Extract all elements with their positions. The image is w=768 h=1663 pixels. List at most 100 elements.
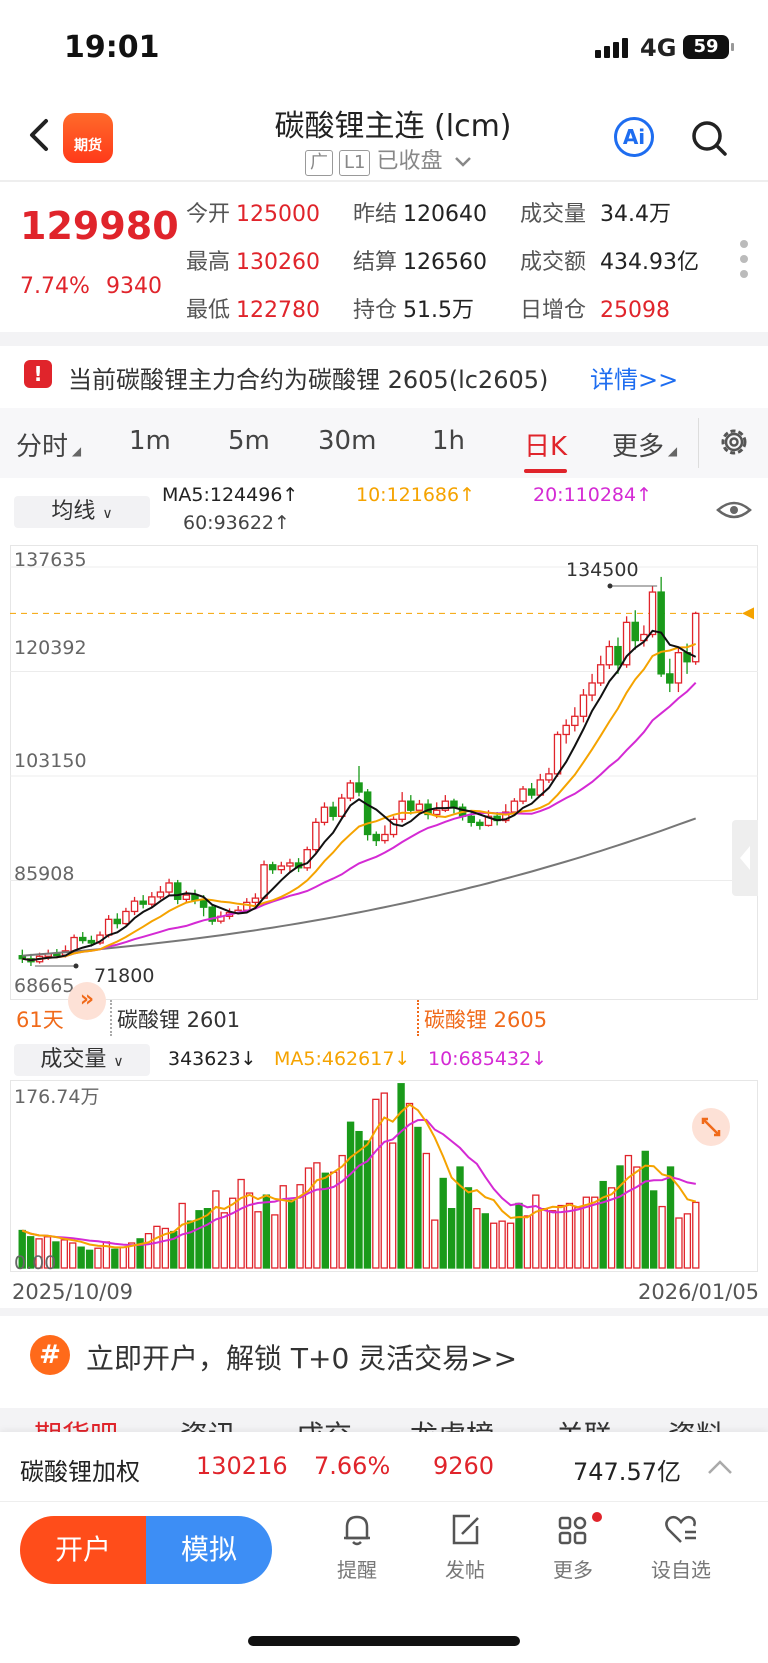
fast-forward-icon[interactable]: » xyxy=(68,982,106,1020)
volume-bar-down xyxy=(363,1140,372,1269)
y-tick-1: 137635 xyxy=(14,549,87,571)
ma20-line xyxy=(22,682,697,962)
x-axis-dates: 2025/10/09 2026/01/05 xyxy=(0,1278,768,1308)
candle-up xyxy=(148,896,156,905)
volume-bar-up xyxy=(624,1154,633,1269)
volume-bar-up xyxy=(254,1211,262,1269)
volume-bar-up xyxy=(220,1212,228,1269)
candle-up xyxy=(571,715,579,727)
tab-related[interactable]: 关联 xyxy=(556,1414,612,1434)
tab-profile[interactable]: 资料 xyxy=(668,1414,724,1434)
max-price-label: 134500 xyxy=(566,559,639,581)
volume-bar-up xyxy=(658,1205,666,1269)
tab-daily-k[interactable]: 日K xyxy=(524,426,568,473)
y-tick-4: 85908 xyxy=(14,863,75,885)
tab-news[interactable]: 资讯 xyxy=(180,1414,236,1434)
candle-up xyxy=(398,800,406,820)
expand-handle[interactable] xyxy=(732,820,758,896)
tab-timeshare[interactable]: 分时 ◢ xyxy=(16,432,82,462)
market-status: 已收盘 xyxy=(376,149,443,174)
volume-bar-down xyxy=(321,1172,330,1269)
market-status-line[interactable]: 广 L1 已收盘 xyxy=(305,143,472,176)
volume-bar-down xyxy=(287,1199,296,1269)
tab-more[interactable]: 更多 ◢ xyxy=(612,432,678,462)
more-dots-icon[interactable] xyxy=(740,240,748,285)
contract-divider xyxy=(417,1000,419,1036)
nav-more[interactable]: 更多 xyxy=(528,1512,618,1583)
candle-up xyxy=(286,862,294,867)
volume-bar-up xyxy=(431,1219,439,1269)
volume-bar-up xyxy=(94,1247,102,1269)
candle-up xyxy=(415,803,424,811)
eye-icon[interactable] xyxy=(716,498,752,522)
notice-bar[interactable]: ! 当前碳酸锂主力合约为碳酸锂 2605(lc2605) 详情>> xyxy=(0,346,768,406)
tab-5m[interactable]: 5m xyxy=(228,426,270,456)
volume-bar-up xyxy=(498,1220,506,1269)
candle-up xyxy=(579,694,588,717)
expand-icon[interactable] xyxy=(692,1108,730,1146)
ai-button[interactable]: Ai xyxy=(614,117,654,157)
candle-down xyxy=(199,899,208,908)
volume-bar-down xyxy=(26,1236,35,1269)
volume-bar-up xyxy=(60,1239,68,1269)
volume-bar-down xyxy=(52,1241,60,1269)
gear-icon[interactable] xyxy=(716,424,752,460)
volume-bar-up xyxy=(119,1246,127,1269)
volume-chart[interactable]: 176.74万 0.00 xyxy=(10,1080,758,1274)
volume-bar-up xyxy=(422,1152,431,1269)
quote-turnover: 成交额 434.93亿 xyxy=(520,250,699,275)
volume-bar-up xyxy=(245,1192,254,1269)
ma10-value: 10:121686↑ xyxy=(356,484,476,506)
nav-remind[interactable]: 提醒 xyxy=(312,1512,402,1583)
volume-bar-down xyxy=(397,1083,405,1269)
chevron-up-icon[interactable] xyxy=(706,1458,734,1476)
volume-bar-up xyxy=(473,1208,481,1269)
ma5-line xyxy=(22,629,697,962)
simulate-button[interactable]: 模拟 xyxy=(146,1516,272,1584)
nav-post[interactable]: 发帖 xyxy=(420,1512,510,1583)
volume-selector[interactable]: 成交量 ∨ xyxy=(14,1044,150,1076)
volume-bar-down xyxy=(481,1213,489,1269)
nav-watchlist[interactable]: 设自选 xyxy=(636,1512,726,1583)
candle-up xyxy=(156,891,165,898)
volume-bar-down xyxy=(641,1150,649,1269)
x-end-date: 2026/01/05 xyxy=(638,1280,760,1304)
tab-30m[interactable]: 30m xyxy=(318,426,377,456)
candle-down xyxy=(268,864,277,871)
candle-up xyxy=(674,652,683,684)
edit-icon xyxy=(452,1514,479,1545)
battery-icon: 59 xyxy=(683,35,734,59)
candle-up xyxy=(104,918,113,936)
tab-forum[interactable]: 期货吧 xyxy=(34,1414,118,1434)
notice-details-link[interactable]: 详情>> xyxy=(590,366,679,394)
min-price-dot xyxy=(73,963,79,969)
ma60-value: 60:93622↑ xyxy=(183,512,290,534)
tab-dragon-tiger[interactable]: 龙虎榜 xyxy=(410,1414,494,1434)
tab-1m[interactable]: 1m xyxy=(129,426,171,456)
ticker-change: 9260 xyxy=(433,1452,495,1480)
weighted-ticker[interactable]: 碳酸锂加权 130216 7.66% 9260 747.57亿 xyxy=(0,1432,768,1502)
tab-1h[interactable]: 1h xyxy=(432,426,466,456)
candle-up xyxy=(312,821,320,851)
ma-selector[interactable]: 均线 ∨ xyxy=(14,496,150,528)
volume-bar-up xyxy=(229,1197,237,1269)
quote-low: 最低 122780 xyxy=(186,298,320,323)
volume-bar-down xyxy=(650,1190,658,1269)
open-account-button[interactable]: 开户 xyxy=(20,1516,146,1584)
status-time: 19:01 xyxy=(64,30,160,65)
signal-icon xyxy=(595,38,631,58)
volume-bar-up xyxy=(683,1213,692,1269)
volume-bar-up xyxy=(212,1190,220,1269)
kline-chart[interactable]: 137635 120392 103150 85908 68665 134500 … xyxy=(10,545,758,1000)
max-price-dot xyxy=(607,583,613,589)
candle-down xyxy=(527,788,536,796)
volume-bar-down xyxy=(666,1166,675,1269)
app-header: 期货 碳酸锂主连 (lcm) 广 L1 已收盘 Ai xyxy=(0,95,768,180)
tab-trades[interactable]: 成交 xyxy=(296,1414,352,1434)
candle-down xyxy=(53,953,61,957)
candle-up xyxy=(502,811,510,822)
back-icon[interactable] xyxy=(24,115,54,155)
contract-2605-label: 碳酸锂 2605 xyxy=(424,1008,548,1032)
search-icon[interactable] xyxy=(690,119,728,157)
open-account-banner[interactable]: # 立即开户，解锁 T+0 灵活交易>> xyxy=(0,1315,768,1395)
